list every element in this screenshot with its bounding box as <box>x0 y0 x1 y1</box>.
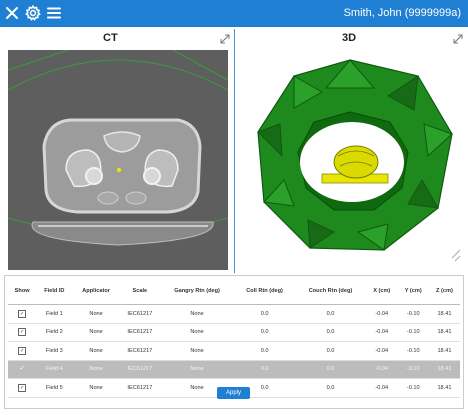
table-row[interactable]: ✓ Field 2 None IEC61217 None 0.0 0.0 -0.… <box>8 323 460 342</box>
cell-x: -0.04 <box>365 341 398 361</box>
cell-gantry: None <box>159 360 235 379</box>
3d-viewport[interactable] <box>238 48 466 272</box>
cell-couch: 0.0 <box>294 341 366 361</box>
cell-couch: 0.0 <box>294 378 366 398</box>
cell-scale: IEC61217 <box>119 378 160 398</box>
cell-coll: 0.0 <box>234 341 295 361</box>
cell-x: -0.04 <box>365 360 398 379</box>
show-checkbox[interactable]: ✓ <box>18 328 27 337</box>
show-checkbox[interactable]: ✓ <box>19 365 26 373</box>
cell-couch: 0.0 <box>294 323 366 342</box>
cell-x: -0.04 <box>365 304 398 324</box>
cell-gantry: None <box>159 341 235 361</box>
table-row[interactable]: ✓ Field 5 None IEC61217 None 0.0 0.0 -0.… <box>8 378 460 398</box>
ct-panel-title: CT <box>103 32 118 44</box>
user-name[interactable]: Smith, John (9999999a) <box>343 7 461 19</box>
ct-image <box>8 50 228 270</box>
cell-field-id: Field 1 <box>36 304 73 324</box>
cell-scale: IEC61217 <box>119 304 160 324</box>
cell-gantry: None <box>159 323 235 342</box>
cell-applicator: None <box>72 323 120 342</box>
cell-y: -0.10 <box>397 378 429 398</box>
table-row[interactable]: ✓ Field 3 None IEC61217 None 0.0 0.0 -0.… <box>8 341 460 361</box>
cell-coll: 0.0 <box>234 360 295 379</box>
cell-y: -0.10 <box>397 323 429 342</box>
cell-applicator: None <box>72 341 120 361</box>
cell-z: 18.41 <box>428 304 460 324</box>
menu-icon[interactable] <box>47 6 61 20</box>
col-scale: Scale <box>119 278 160 305</box>
cell-applicator: None <box>72 378 120 398</box>
panel-divider <box>234 29 235 273</box>
col-field-id: Field ID <box>36 278 73 305</box>
apply-button[interactable]: Apply <box>217 387 250 399</box>
col-z: Z (cm) <box>428 278 460 305</box>
view3d-panel-title: 3D <box>342 32 357 44</box>
cell-y: -0.10 <box>397 360 429 379</box>
col-applicator: Applicator <box>72 278 120 305</box>
cell-z: 18.41 <box>428 360 460 379</box>
3d-render <box>257 59 461 262</box>
expand-3d-icon[interactable] <box>452 32 464 44</box>
gear-icon[interactable] <box>25 5 41 21</box>
col-x: X (cm) <box>365 278 398 305</box>
cell-field-id: Field 2 <box>36 323 73 342</box>
cell-couch: 0.0 <box>294 304 366 324</box>
show-checkbox[interactable]: ✓ <box>18 346 27 355</box>
expand-ct-icon[interactable] <box>219 32 231 44</box>
cell-applicator: None <box>72 304 120 324</box>
col-couch: Couch Rtn (deg) <box>294 278 366 305</box>
top-bar: Smith, John (9999999a) <box>0 0 468 27</box>
cell-coll: 0.0 <box>234 304 295 324</box>
cell-z: 18.41 <box>428 378 460 398</box>
col-coll: Coll Rtn (deg) <box>234 278 295 305</box>
cell-field-id: Field 5 <box>36 378 73 398</box>
cell-x: -0.04 <box>365 378 398 398</box>
table-header-row: Show Field ID Applicator Scale Gangry Rt… <box>8 278 460 305</box>
table-row[interactable]: ✓ Field 1 None IEC61217 None 0.0 0.0 -0.… <box>8 304 460 324</box>
table-row-selected[interactable]: ✓ Field 4 None IEC61217 None 0.0 0.0 -0.… <box>8 360 460 379</box>
col-gantry: Gangry Rtn (deg) <box>159 278 235 305</box>
show-checkbox[interactable]: ✓ <box>18 383 27 392</box>
col-show: Show <box>8 278 37 305</box>
cell-scale: IEC61217 <box>119 360 160 379</box>
cell-y: -0.10 <box>397 341 429 361</box>
cell-scale: IEC61217 <box>119 341 160 361</box>
ct-viewport[interactable] <box>8 50 228 270</box>
cell-y: -0.10 <box>397 304 429 324</box>
cell-coll: 0.0 <box>234 323 295 342</box>
cell-z: 18.41 <box>428 341 460 361</box>
cell-gantry: None <box>159 378 235 398</box>
cell-field-id: Field 4 <box>36 360 73 379</box>
col-y: Y (cm) <box>397 278 429 305</box>
cell-gantry: None <box>159 304 235 324</box>
cell-couch: 0.0 <box>294 360 366 379</box>
cell-z: 18.41 <box>428 323 460 342</box>
cell-field-id: Field 3 <box>36 341 73 361</box>
cell-applicator: None <box>72 360 120 379</box>
cell-scale: IEC61217 <box>119 323 160 342</box>
show-checkbox[interactable]: ✓ <box>18 309 27 318</box>
fields-table: Show Field ID Applicator Scale Gangry Rt… <box>8 278 460 398</box>
cell-x: -0.04 <box>365 323 398 342</box>
close-icon[interactable] <box>5 6 19 20</box>
